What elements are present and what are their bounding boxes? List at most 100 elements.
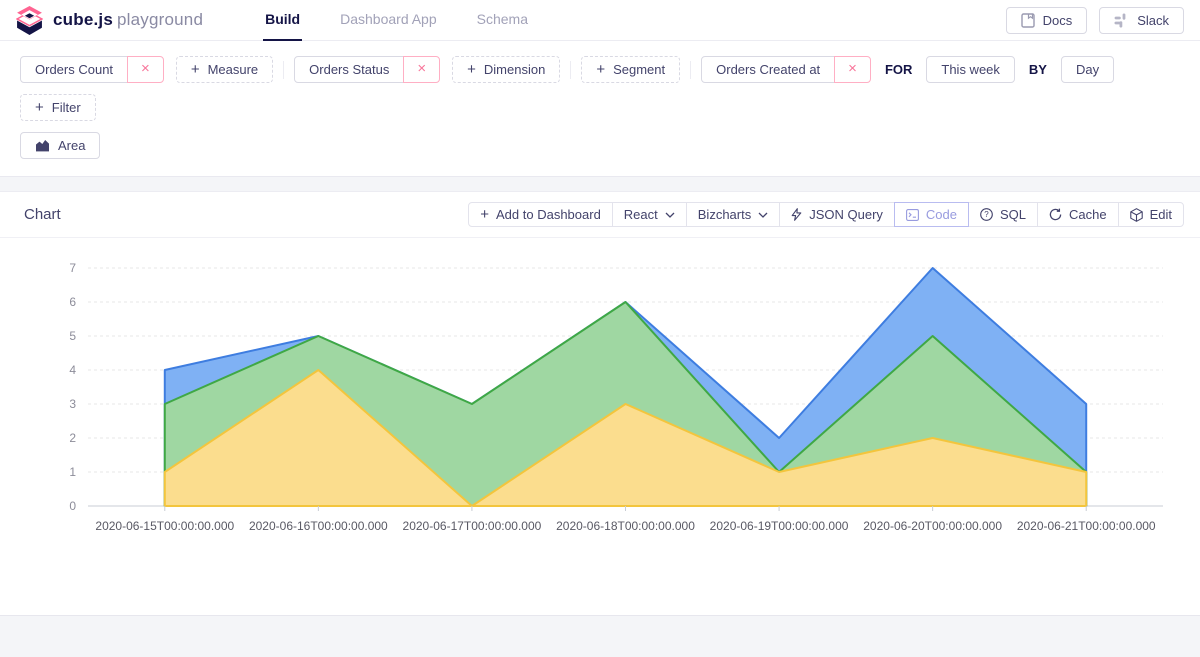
add-segment-button[interactable]: + Segment [581,56,681,83]
nav-actions: Docs Slack [1005,6,1184,34]
sql-button[interactable]: ? SQL [968,202,1039,227]
close-icon: × [848,60,857,77]
svg-text:2020-06-20T00:00:00.000: 2020-06-20T00:00:00.000 [863,519,1002,533]
builder-row-filters: + Filter [20,94,1180,121]
svg-text:4: 4 [69,363,76,377]
svg-text:2020-06-17T00:00:00.000: 2020-06-17T00:00:00.000 [403,519,542,533]
svg-text:0: 0 [69,499,76,513]
brand: cube.js playground [16,5,203,35]
code-icon [905,208,919,221]
sql-label: SQL [1000,207,1027,222]
chevron-down-icon [758,212,768,218]
dimension-remove-button[interactable]: × [403,56,441,83]
json-query-button[interactable]: JSON Query [779,202,895,227]
measure-remove-button[interactable]: × [127,56,164,83]
chart-toolbar: + Add to Dashboard React Bizcharts JSON [468,202,1184,227]
svg-text:7: 7 [69,261,76,275]
chart-type-label: Area [58,138,86,153]
brand-light: playground [116,10,204,29]
chevron-down-icon [665,212,675,218]
svg-text:3: 3 [69,397,76,411]
measure-chip[interactable]: Orders Count × [20,56,164,83]
slack-label: Slack [1137,12,1169,28]
time-chip-label[interactable]: Orders Created at [701,56,836,83]
svg-text:6: 6 [69,295,76,309]
sync-icon [1049,208,1062,221]
top-nav: cube.js playground Build Dashboard App Sc… [0,0,1200,41]
framework-select[interactable]: React [611,202,687,227]
chart-area: 0 1 2 3 4 5 6 7 2020-06-15T00:00:00.000 2020-06-1… [0,238,1200,615]
docs-icon [1020,12,1035,28]
svg-text:?: ? [984,210,989,219]
divider [690,60,692,79]
measures-group: Orders Count × + Measure [20,56,274,83]
framework-label: React [623,207,658,222]
svg-text:2020-06-19T00:00:00.000: 2020-06-19T00:00:00.000 [710,519,849,533]
dimension-chip[interactable]: Orders Status × [294,56,441,83]
for-label: FOR [884,62,913,77]
by-label: BY [1028,62,1047,77]
plus-icon: + [35,99,44,116]
area-chart: 0 1 2 3 4 5 6 7 2020-06-15T00:00:00.000 2020-06-1… [69,261,1163,533]
svg-text:2020-06-21T00:00:00.000: 2020-06-21T00:00:00.000 [1017,519,1156,533]
time-remove-button[interactable]: × [834,56,871,83]
time-dimension-chip[interactable]: Orders Created at × [701,56,871,83]
builder-row-chart-type: Area [20,132,1180,159]
granularity-select[interactable]: Day [1060,56,1115,83]
code-button[interactable]: Code [893,202,969,227]
docs-label: Docs [1042,12,1073,28]
tab-build[interactable]: Build [263,0,303,41]
brand-bold: cube.js [53,10,113,29]
svg-text:1: 1 [69,465,76,479]
tab-dashboard-app[interactable]: Dashboard App [340,11,437,27]
svg-text:2020-06-16T00:00:00.000: 2020-06-16T00:00:00.000 [249,519,388,533]
brand-name: cube.js playground [53,10,203,30]
cache-label: Cache [1069,207,1107,222]
slack-button[interactable]: Slack [1099,6,1184,34]
charting-library-select[interactable]: Bizcharts [685,202,781,227]
granularity-value: Day [1075,62,1100,77]
section-gap [0,177,1200,191]
chart-type-select[interactable]: Area [20,132,101,159]
json-query-label: JSON Query [809,207,883,222]
chart-title: Chart [24,206,61,223]
divider [570,60,572,79]
close-icon: × [141,60,150,77]
date-range-select[interactable]: This week [926,56,1015,83]
docs-button[interactable]: Docs [1005,6,1088,34]
chart-card-header: Chart + Add to Dashboard React Bizcharts [0,192,1200,238]
question-circle-icon: ? [980,208,993,221]
cache-button[interactable]: Cache [1037,202,1119,227]
dimension-chip-label[interactable]: Orders Status [294,56,405,83]
cubejs-logo-icon [16,5,43,35]
measure-chip-label[interactable]: Orders Count [20,56,129,83]
svg-text:2: 2 [69,431,76,445]
chart-card: Chart + Add to Dashboard React Bizcharts [0,191,1200,616]
add-dimension-label: Dimension [483,62,546,77]
plus-icon: + [480,206,489,223]
add-to-dashboard-label: Add to Dashboard [496,207,601,222]
add-to-dashboard-button[interactable]: + Add to Dashboard [468,202,613,227]
query-builder: Orders Count × + Measure Orders Status ×… [0,41,1200,177]
add-measure-button[interactable]: + Measure [175,56,274,83]
segments-group: + Segment [581,56,681,83]
tab-schema[interactable]: Schema [476,11,528,27]
add-dimension-button[interactable]: + Dimension [452,56,561,83]
dimensions-group: Orders Status × + Dimension [294,56,561,83]
svg-text:2020-06-18T00:00:00.000: 2020-06-18T00:00:00.000 [556,519,695,533]
add-filter-button[interactable]: + Filter [20,94,96,121]
add-segment-label: Segment [613,62,666,77]
edit-button[interactable]: Edit [1117,202,1184,227]
date-range-value: This week [941,62,1000,77]
codesandbox-icon [1129,207,1143,222]
area-chart-icon [35,139,50,152]
plus-icon: + [190,61,200,78]
builder-row-members: Orders Count × + Measure Orders Status ×… [20,56,1180,83]
plus-icon: + [596,61,606,78]
divider [283,60,285,79]
close-icon: × [417,60,427,77]
nav-tabs: Build Dashboard App Schema [245,0,548,41]
svg-text:2020-06-15T00:00:00.000: 2020-06-15T00:00:00.000 [95,519,234,533]
slack-icon [1114,13,1129,28]
thunderbolt-icon [791,208,802,221]
